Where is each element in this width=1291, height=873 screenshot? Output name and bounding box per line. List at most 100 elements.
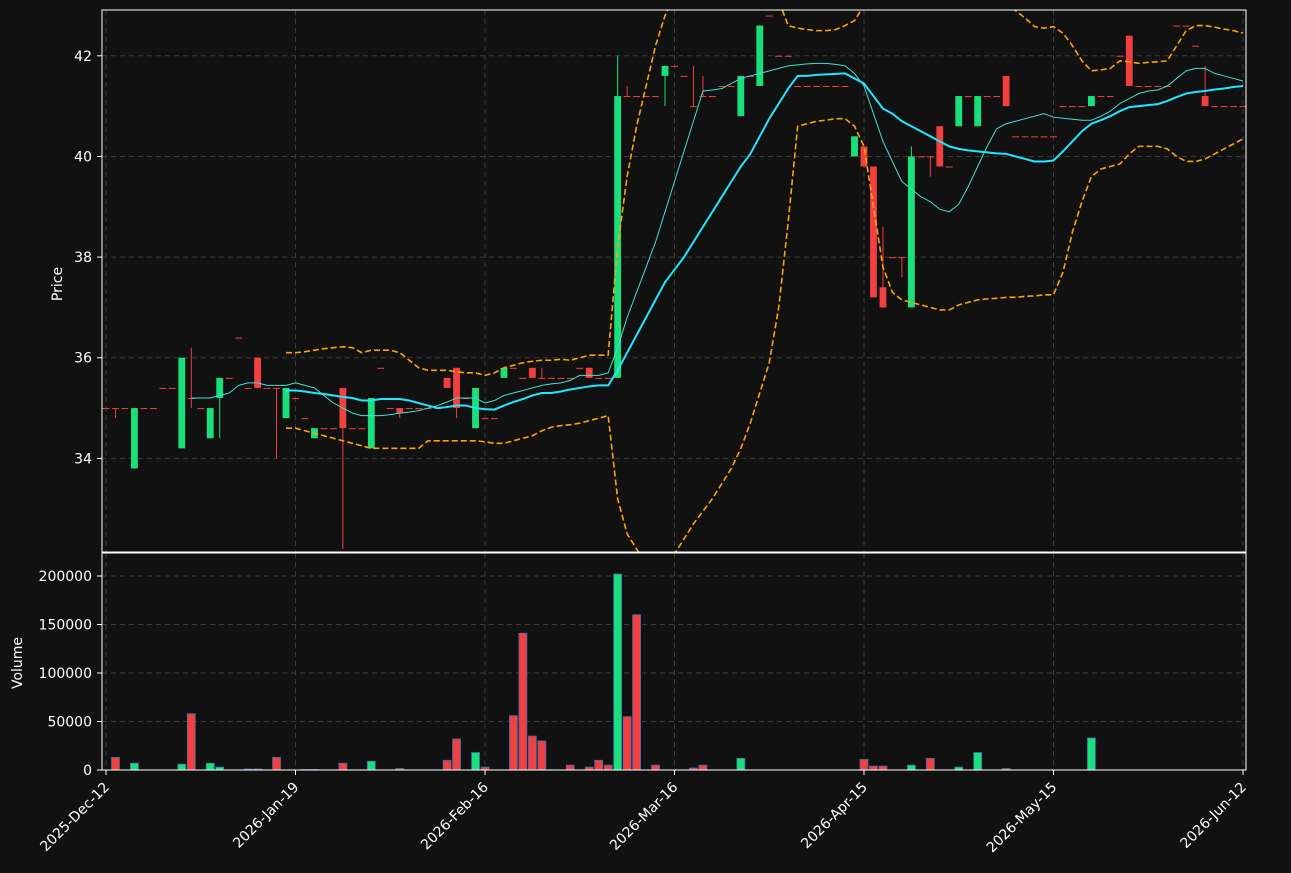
candle-body [889,257,896,259]
candle-body [178,357,186,449]
price-tick-label: 34 [74,451,92,467]
volume-bar [622,716,632,771]
candle-body [112,408,119,410]
candle-body [879,287,887,308]
candle-body [367,398,375,449]
candle-body [680,75,688,77]
candle-body [1040,136,1048,138]
volume-tick-label: 50000 [47,714,92,730]
candle-body [1012,136,1020,138]
volume-tick-label: 200000 [39,569,92,585]
candle-body [216,377,224,399]
candle-body [131,408,138,469]
volume-bar [1087,737,1096,771]
candle-body [500,367,508,378]
candle-body [955,96,963,127]
candle-body [1220,106,1228,108]
candle-body [168,387,176,389]
candle-body [396,408,404,414]
volume-bar [471,752,480,771]
price-tick-label: 42 [74,49,92,65]
candle-body [803,85,811,87]
candle-body [443,377,451,388]
candle-body [1116,55,1124,57]
volume-bar [859,758,869,771]
volume-bar [736,757,746,771]
candle-body [671,65,678,67]
marks-layer [102,15,1247,771]
candle-body [974,96,982,127]
candle-body [870,166,877,298]
candle-body [699,96,707,98]
candle-body [149,408,157,410]
candle-body [775,55,783,57]
candle-body [273,387,280,389]
volume-bar [442,759,452,771]
candle-body [301,418,309,420]
volume-bar [509,715,518,771]
candle-body [140,408,148,410]
volume-bar [565,764,575,771]
candle-body [1135,85,1143,87]
candle-body [481,418,489,420]
candle-body [851,136,858,157]
volume-bar [518,632,528,771]
volume-bar [272,756,281,771]
candle-body [936,126,944,167]
volume-tick-label: 100000 [39,666,92,682]
volume-bar [973,752,983,771]
candle-body [1154,85,1162,87]
candle-body [576,367,584,369]
volume-bar [205,762,215,771]
candle-body [358,428,366,430]
candle-body [197,408,205,410]
candle-body [453,367,460,409]
candle-body [1192,45,1200,47]
volume-bar [537,740,547,771]
price-axis-label: Price [50,267,66,301]
overlay-line [286,72,1244,411]
candle-body [926,156,934,158]
candle-body [1230,106,1237,108]
candle-body [1021,136,1029,138]
candle-body [547,377,555,379]
candle-body [841,85,849,87]
candle-body [604,377,612,379]
candle-body [206,408,214,439]
overlay-line [191,62,1244,417]
candle-body [491,418,498,420]
candle-body [860,146,868,167]
candle-body [1069,106,1076,108]
volume-bar [111,756,120,771]
volume-bar [452,738,461,771]
candle-body [377,367,385,369]
candle-body [510,367,517,369]
candle-body [292,398,299,400]
candle-body [121,408,129,410]
volume-tick-label: 0 [83,763,92,779]
candle-body [917,156,925,158]
candle-body [945,166,953,168]
candle-body [727,85,735,87]
volume-bar [613,573,623,771]
candle-body [614,96,622,378]
candle-body [661,65,669,76]
candle-body [1173,25,1181,27]
candle-body [822,85,830,87]
volume-bar [869,765,878,771]
price-tick-label: 40 [74,149,92,165]
candle-body [718,85,726,87]
candle-body [557,377,565,379]
candle-body [756,25,764,86]
volume-bar [878,765,888,771]
candle-body [1106,96,1114,98]
grid-layer [102,10,1246,771]
candle-body [1201,96,1209,107]
candle-body [263,387,271,389]
lines-layer [191,10,1244,552]
candle-body [765,15,773,17]
candle-body [1002,75,1010,107]
candle-body [898,257,906,259]
